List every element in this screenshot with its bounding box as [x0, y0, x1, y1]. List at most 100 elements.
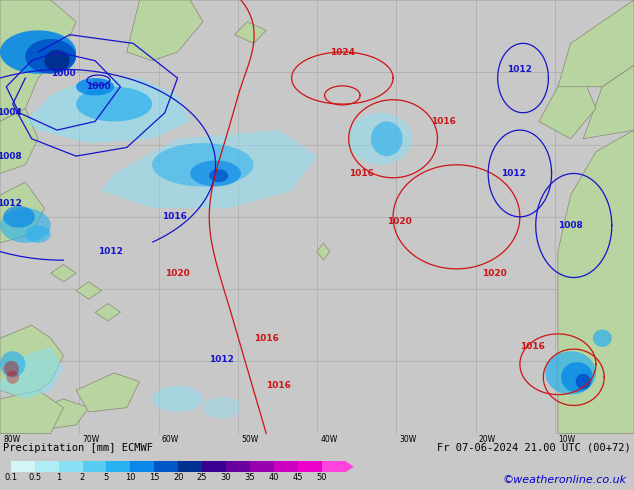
Text: 50W: 50W [241, 435, 258, 444]
Text: 1016: 1016 [254, 334, 279, 343]
Bar [250, 461, 274, 472]
Polygon shape [0, 208, 51, 243]
Polygon shape [76, 87, 152, 122]
Text: 1004: 1004 [0, 108, 22, 117]
Text: 40W: 40W [320, 435, 337, 444]
Polygon shape [235, 22, 266, 44]
Polygon shape [44, 50, 70, 72]
Polygon shape [561, 362, 593, 392]
Bar [82, 461, 107, 472]
Bar [131, 461, 154, 472]
Text: 1012: 1012 [98, 247, 124, 256]
Polygon shape [558, 0, 634, 87]
Polygon shape [101, 130, 317, 208]
Text: Fr 07-06-2024 21.00 UTC (00+72): Fr 07-06-2024 21.00 UTC (00+72) [437, 442, 631, 453]
Text: 60W: 60W [162, 435, 179, 444]
Polygon shape [25, 225, 51, 243]
Text: 2: 2 [80, 473, 85, 483]
Polygon shape [545, 351, 596, 394]
Polygon shape [346, 461, 354, 472]
Text: 1000: 1000 [86, 82, 110, 91]
Text: 1024: 1024 [330, 48, 355, 56]
Text: 15: 15 [149, 473, 160, 483]
Bar [154, 461, 178, 472]
Text: 1016: 1016 [349, 169, 374, 178]
Bar [321, 461, 346, 472]
Text: 0.1: 0.1 [4, 473, 17, 483]
Polygon shape [25, 78, 190, 143]
Text: 1020: 1020 [165, 269, 190, 278]
Polygon shape [4, 361, 19, 376]
Bar [178, 461, 202, 472]
Polygon shape [93, 79, 103, 86]
Polygon shape [190, 160, 241, 187]
Text: ©weatheronline.co.uk: ©weatheronline.co.uk [502, 475, 626, 485]
Bar [298, 461, 321, 472]
Text: 35: 35 [245, 473, 256, 483]
Bar [58, 461, 82, 472]
Bar [202, 461, 226, 472]
Bar [107, 461, 131, 472]
Text: 1020: 1020 [387, 217, 412, 226]
Text: 45: 45 [292, 473, 303, 483]
Polygon shape [558, 130, 634, 434]
Polygon shape [6, 371, 19, 384]
Polygon shape [152, 143, 254, 187]
Text: 1012: 1012 [507, 65, 533, 74]
Polygon shape [203, 397, 241, 418]
Text: 1016: 1016 [266, 381, 292, 391]
Polygon shape [3, 206, 35, 228]
Text: 1016: 1016 [162, 212, 187, 221]
Text: 70W: 70W [82, 435, 100, 444]
Polygon shape [32, 399, 89, 429]
Text: 10W: 10W [558, 435, 575, 444]
Polygon shape [76, 282, 101, 299]
Polygon shape [371, 122, 403, 156]
Polygon shape [583, 65, 634, 139]
Text: 30W: 30W [399, 435, 417, 444]
Polygon shape [127, 0, 203, 61]
Text: 5: 5 [104, 473, 109, 483]
Text: 20: 20 [173, 473, 183, 483]
Polygon shape [0, 0, 76, 122]
Polygon shape [76, 78, 114, 96]
Polygon shape [76, 373, 139, 412]
Polygon shape [0, 347, 63, 399]
Polygon shape [0, 325, 63, 399]
Bar [226, 461, 250, 472]
Bar [274, 461, 298, 472]
Text: 0.5: 0.5 [28, 473, 41, 483]
Polygon shape [576, 374, 591, 390]
Polygon shape [0, 351, 25, 377]
Text: Precipitation [mm] ECMWF: Precipitation [mm] ECMWF [3, 442, 153, 453]
Polygon shape [25, 39, 76, 74]
Text: 25: 25 [197, 473, 207, 483]
Text: 30: 30 [221, 473, 231, 483]
Polygon shape [539, 78, 596, 139]
Text: 1008: 1008 [0, 151, 22, 161]
Polygon shape [0, 390, 63, 434]
Polygon shape [51, 265, 76, 282]
Text: 1016: 1016 [520, 343, 545, 351]
Text: 1000: 1000 [51, 69, 75, 78]
Bar [35, 461, 58, 472]
Text: 80W: 80W [3, 435, 20, 444]
Polygon shape [0, 30, 76, 74]
Polygon shape [95, 304, 120, 321]
Polygon shape [593, 330, 612, 347]
Polygon shape [209, 169, 228, 182]
Text: 1012: 1012 [209, 355, 235, 365]
Polygon shape [152, 386, 203, 412]
Text: 1008: 1008 [558, 221, 583, 230]
Polygon shape [349, 113, 412, 165]
Text: 50: 50 [316, 473, 327, 483]
Polygon shape [0, 182, 44, 243]
Text: 1016: 1016 [431, 117, 456, 126]
Text: 1: 1 [56, 473, 61, 483]
Text: 1020: 1020 [482, 269, 507, 278]
Text: 10: 10 [125, 473, 136, 483]
Text: 40: 40 [269, 473, 279, 483]
Text: 1012: 1012 [0, 199, 22, 208]
Text: 20W: 20W [479, 435, 496, 444]
Bar [11, 461, 35, 472]
